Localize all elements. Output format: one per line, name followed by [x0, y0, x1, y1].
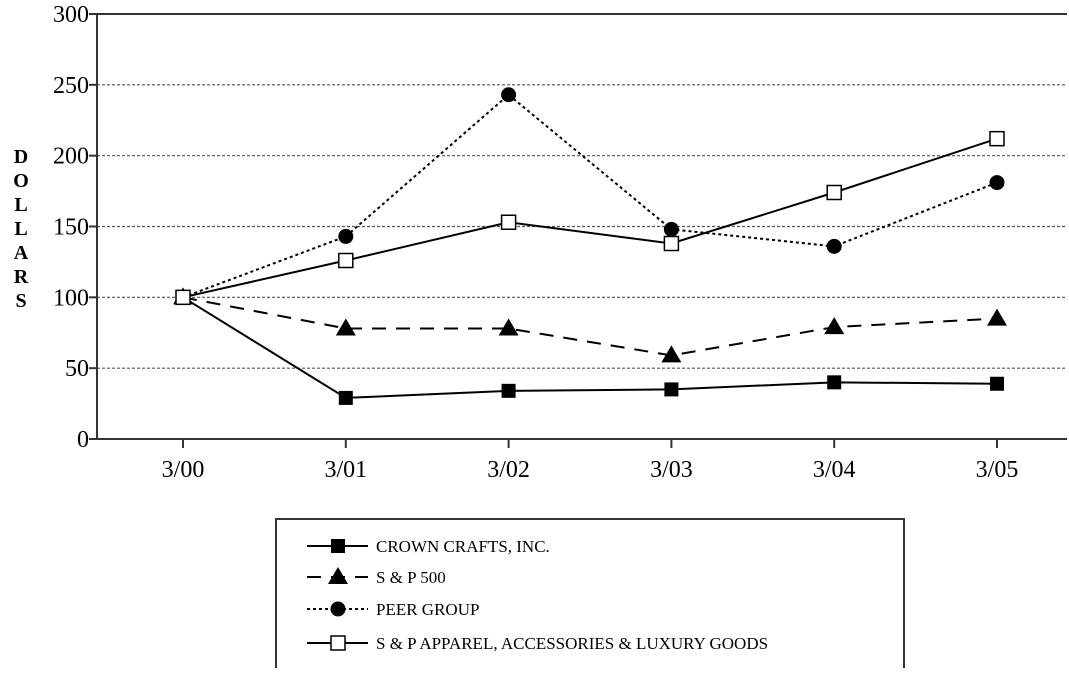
y-tick-label: 300 — [53, 2, 89, 28]
marker-triangle-filled — [498, 318, 519, 336]
marker-square-filled — [501, 383, 516, 398]
x-tick-label: 3/04 — [813, 457, 856, 483]
y-tick-label: 250 — [53, 73, 89, 99]
x-tick-label: 3/00 — [162, 457, 205, 483]
y-axis-label-letter: S — [15, 290, 26, 312]
x-tick-label: 3/03 — [650, 457, 693, 483]
marker-square-open — [500, 214, 517, 230]
series-markers-3 — [175, 87, 1005, 305]
marker-square-open — [338, 252, 354, 269]
marker-circle-filled — [663, 221, 679, 237]
marker-circle-filled — [338, 228, 354, 244]
series-markers-4 — [175, 130, 1005, 306]
marker-square-filled — [827, 375, 842, 390]
series-line-3 — [182, 93, 998, 299]
marker-triangle-filled — [824, 317, 845, 335]
marker-square-open — [175, 289, 191, 306]
y-axis-label-letter: O — [13, 170, 29, 192]
y-tick-label: 150 — [53, 215, 89, 241]
marker-circle-filled — [330, 601, 346, 617]
legend-label-2: S & P 500 — [376, 568, 446, 587]
legend: CROWN CRAFTS, INC. S & P 500 PEER GROUP S &… — [275, 518, 905, 673]
x-tick-label: 3/02 — [487, 457, 530, 483]
marker-square-open — [330, 635, 346, 651]
legend-label-3: PEER GROUP — [376, 600, 479, 619]
marker-square-filled — [990, 376, 1004, 391]
marker-circle-filled — [826, 238, 842, 254]
series-line-2 — [182, 296, 998, 357]
marker-square-filled — [338, 390, 353, 405]
series-line-4 — [182, 137, 998, 299]
y-tick-label: 0 — [77, 427, 89, 453]
legend-box — [275, 518, 905, 673]
marker-circle-filled — [989, 175, 1005, 191]
marker-square-filled — [331, 539, 345, 553]
y-tick-label: 200 — [53, 144, 89, 170]
legend-label-4: S & P APPAREL, ACCESSORIES & LUXURY GOOD… — [376, 634, 768, 653]
series-line-1 — [182, 296, 998, 399]
marker-square-filled — [664, 382, 679, 397]
x-tick-label: 3/05 — [976, 457, 1019, 483]
marker-square-open — [826, 184, 842, 201]
y-axis-label-letter: L — [14, 194, 27, 216]
y-axis-label-letter: R — [14, 266, 29, 288]
marker-triangle-filled — [661, 345, 682, 363]
y-tick-label: 100 — [53, 285, 89, 311]
legend-label-1: CROWN CRAFTS, INC. — [376, 537, 550, 556]
y-axis-label-letter: D — [14, 146, 28, 168]
x-tick-label: 3/01 — [324, 457, 367, 483]
marker-triangle-filled — [335, 318, 356, 336]
y-tick-label: 50 — [65, 356, 89, 382]
y-axis-label-letter: A — [14, 242, 29, 264]
series-markers-1 — [176, 290, 1004, 405]
marker-triangle-filled — [328, 567, 348, 584]
marker-circle-filled — [501, 87, 517, 103]
marker-square-open — [989, 130, 1005, 147]
marker-square-open — [663, 235, 680, 252]
y-axis-label-letter: L — [14, 218, 27, 240]
marker-triangle-filled — [987, 308, 1007, 326]
